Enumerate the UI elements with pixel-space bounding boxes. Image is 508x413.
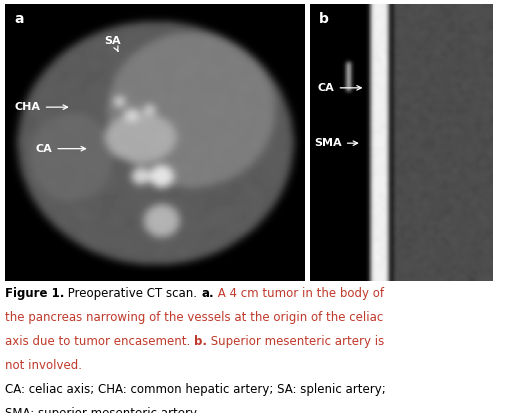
Text: b.: b. — [194, 335, 207, 348]
Text: SMA: superior mesenteric artery: SMA: superior mesenteric artery — [5, 407, 197, 413]
Text: b: b — [319, 12, 329, 26]
Text: not involved.: not involved. — [5, 359, 82, 372]
Text: the pancreas narrowing of the vessels at the origin of the celiac: the pancreas narrowing of the vessels at… — [5, 311, 384, 324]
Text: a: a — [14, 12, 23, 26]
Text: CHA: CHA — [15, 102, 68, 112]
Text: CA: CA — [318, 83, 361, 93]
Text: CA: CA — [36, 144, 85, 154]
Text: SA: SA — [105, 36, 121, 51]
Text: Figure 1.: Figure 1. — [5, 287, 65, 300]
Text: Preoperative CT scan.: Preoperative CT scan. — [65, 287, 201, 300]
Text: A 4 cm tumor in the body of: A 4 cm tumor in the body of — [214, 287, 384, 300]
Text: SMA: SMA — [314, 138, 358, 148]
Text: axis due to tumor encasement.: axis due to tumor encasement. — [5, 335, 194, 348]
Text: CA: celiac axis; CHA: common hepatic artery; SA: splenic artery;: CA: celiac axis; CHA: common hepatic art… — [5, 383, 386, 396]
Text: Superior mesenteric artery is: Superior mesenteric artery is — [207, 335, 385, 348]
Text: a.: a. — [201, 287, 214, 300]
